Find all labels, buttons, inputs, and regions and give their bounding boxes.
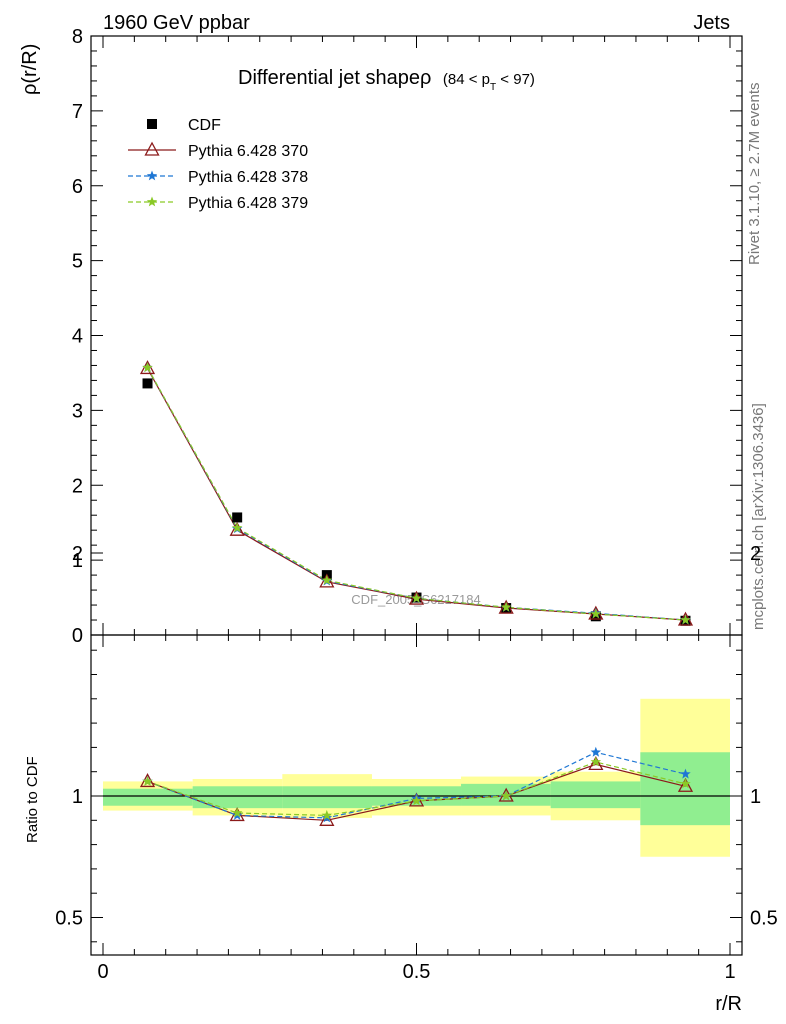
main-y-tick-label: 8 bbox=[72, 26, 83, 48]
main-point-3 bbox=[411, 592, 422, 603]
main-title: Differential jet shapeρ (84 < pT < 97) bbox=[238, 67, 535, 93]
main-y-tick-label: 0 bbox=[72, 625, 83, 647]
main-y-tick-label: 4 bbox=[72, 326, 83, 348]
ratio-y-tick-label: 1 bbox=[72, 786, 83, 808]
ratio-point-2 bbox=[411, 795, 422, 806]
mcplots-note: mcplots.cern.ch [arXiv:1306.3436] bbox=[750, 403, 767, 630]
ratio-band-green bbox=[550, 781, 641, 809]
main-point-3 bbox=[590, 608, 602, 619]
legend-label: CDF bbox=[188, 117, 221, 134]
ratio-point-2 bbox=[142, 775, 153, 786]
ratio-point-0 bbox=[319, 811, 335, 826]
main-y-tick-label: 5 bbox=[72, 251, 83, 273]
main-point-3 bbox=[500, 601, 512, 612]
main-point-3 bbox=[142, 362, 153, 373]
legend-label: Pythia 6.428 378 bbox=[188, 169, 308, 186]
ratio-y-axis-label: Ratio to CDF bbox=[24, 756, 41, 843]
ratio-y-tick-label-right: 2 bbox=[750, 543, 761, 565]
header-right: Jets bbox=[693, 12, 730, 34]
main-y-tick-label: 7 bbox=[72, 101, 83, 123]
ratio-point-0 bbox=[588, 756, 604, 771]
x-axis-label: r/R bbox=[715, 993, 742, 1015]
main-point-1 bbox=[229, 521, 245, 536]
main-y-tick-label: 1 bbox=[72, 550, 83, 572]
legend-marker bbox=[146, 170, 158, 181]
ratio-point-1 bbox=[590, 746, 602, 757]
legend-marker bbox=[147, 119, 157, 129]
x-tick-label: 0.5 bbox=[403, 961, 431, 983]
ratio-y-tick-label-right: 0.5 bbox=[750, 908, 778, 930]
main-point-0 bbox=[142, 378, 153, 389]
header-left: 1960 GeV ppbar bbox=[103, 12, 250, 34]
main-point-3 bbox=[321, 574, 333, 585]
ratio-point-2 bbox=[231, 807, 243, 818]
main-point-3 bbox=[680, 614, 691, 625]
x-tick-label: 1 bbox=[724, 961, 735, 983]
ratio-point-2 bbox=[680, 778, 691, 789]
rivet-note: Rivet 3.1.10, ≥ 2.7M events bbox=[746, 83, 763, 266]
main-y-tick-label: 2 bbox=[72, 475, 83, 497]
legend-label: Pythia 6.428 370 bbox=[188, 143, 308, 160]
ratio-point-2 bbox=[321, 809, 333, 820]
ratio-band-green bbox=[282, 786, 372, 809]
ratio-y-tick-label: 2 bbox=[72, 543, 83, 565]
ratio-band-green bbox=[192, 786, 283, 809]
main-series-line-2 bbox=[146, 367, 686, 621]
ratio-point-2 bbox=[500, 790, 512, 801]
ratio-point-2 bbox=[590, 756, 602, 767]
ratio-y-tick-label-right: 1 bbox=[750, 786, 761, 808]
ratio-band-green bbox=[103, 788, 193, 806]
ratio-plot-panel: Ratio to CDF r/R bbox=[24, 698, 742, 1015]
legend: CDF Pythia 6.428 370 Pythia 6.428 378 Pythi… bbox=[128, 117, 308, 212]
main-point-0 bbox=[232, 512, 243, 523]
main-series-line-3 bbox=[146, 367, 686, 621]
main-y-tick-label: 6 bbox=[72, 176, 83, 198]
legend-marker bbox=[144, 141, 160, 156]
main-y-axis-label: ρ(r/R) bbox=[19, 44, 41, 95]
main-y-tick-label: 3 bbox=[72, 400, 83, 422]
ratio-band-green bbox=[640, 752, 730, 826]
ratio-y-tick-label: 0.5 bbox=[55, 908, 83, 930]
ratio-point-0 bbox=[677, 777, 694, 792]
main-series-line-1 bbox=[146, 368, 686, 621]
legend-label: Pythia 6.428 379 bbox=[188, 195, 308, 212]
main-point-3 bbox=[231, 522, 243, 533]
ratio-point-1 bbox=[680, 768, 691, 779]
main-plot-panel: ρ(r/R) Differential jet shapeρ (84 < pT … bbox=[19, 44, 694, 626]
legend-marker bbox=[146, 196, 158, 207]
x-tick-label: 0 bbox=[97, 961, 108, 983]
